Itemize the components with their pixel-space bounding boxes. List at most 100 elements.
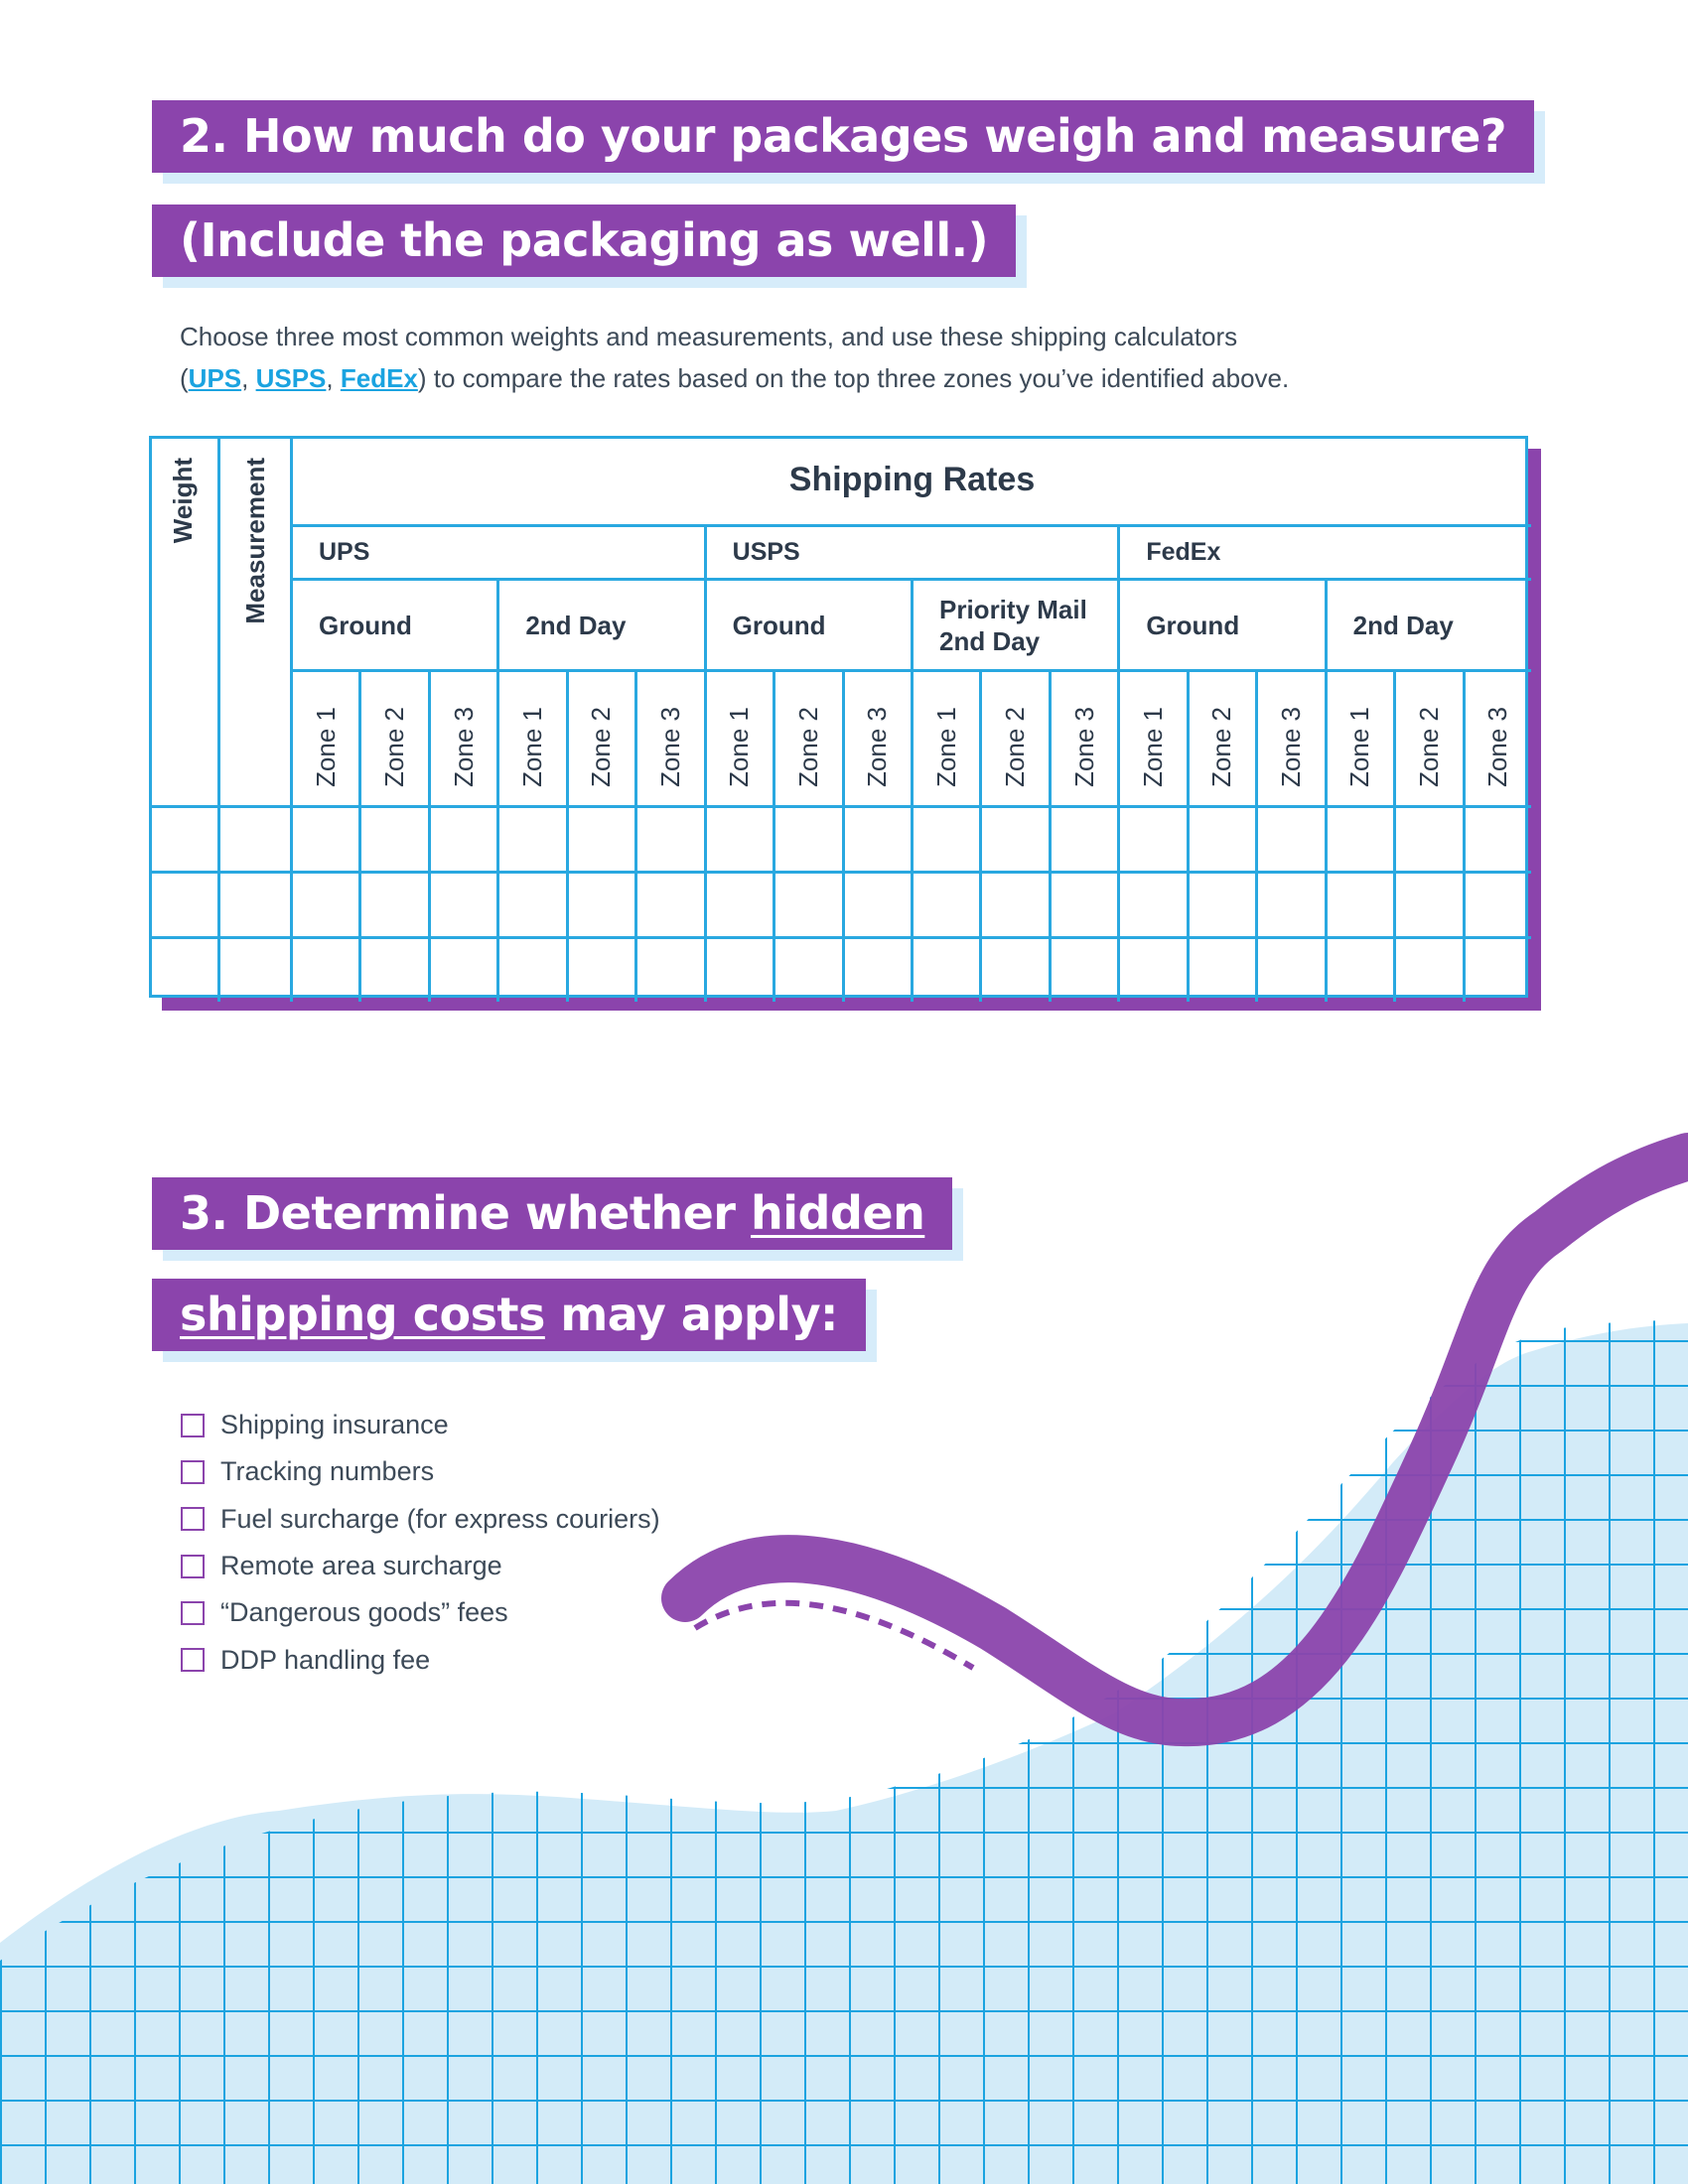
zone-header-text: Zone 2 xyxy=(586,707,617,787)
carrier-header-text: FedEx xyxy=(1146,538,1221,566)
zone-header: Zone 2 xyxy=(1393,669,1463,805)
empty-cell xyxy=(565,805,635,871)
empty-cell xyxy=(773,871,842,936)
zone-header: Zone 3 xyxy=(1048,669,1118,805)
empty-cell xyxy=(149,805,217,871)
empty-cell xyxy=(496,805,566,871)
empty-cell xyxy=(1186,936,1256,1002)
zone-header: Zone 1 xyxy=(290,669,359,805)
empty-cell xyxy=(1117,871,1187,936)
empty-cell xyxy=(217,936,290,1002)
zone-header: Zone 3 xyxy=(1462,669,1531,805)
empty-cell xyxy=(427,871,497,936)
zone-header: Zone 3 xyxy=(427,669,497,805)
text: , xyxy=(326,363,341,393)
empty-cell xyxy=(1462,936,1531,1002)
zone-header: Zone 2 xyxy=(979,669,1049,805)
checklist-item: Remote area surcharge xyxy=(181,1543,660,1589)
empty-cell xyxy=(1393,805,1463,871)
zone-header: Zone 1 xyxy=(496,669,566,805)
empty-cell xyxy=(841,871,911,936)
table-title-text: Shipping Rates xyxy=(788,461,1036,498)
checklist-text: Fuel surcharge (for express couriers) xyxy=(220,1503,660,1534)
intro-text: Choose three most common weights and mea… xyxy=(180,316,1289,399)
checkbox[interactable] xyxy=(181,1413,205,1437)
empty-cell xyxy=(1255,936,1325,1002)
service-header: Priority Mail 2nd Day xyxy=(911,578,1118,669)
empty-cell xyxy=(149,871,217,936)
zone-header-text: Zone 2 xyxy=(1000,707,1031,787)
zone-header-text: Zone 1 xyxy=(517,707,548,787)
rates-table: Weight Measurement Shipping Rates UPS Ground… xyxy=(149,436,1531,1002)
row-header: Weight xyxy=(149,436,217,805)
checklist-item: DDP handling fee xyxy=(181,1636,660,1683)
checkbox[interactable] xyxy=(181,1600,205,1625)
checkbox[interactable] xyxy=(181,1507,205,1532)
empty-cell xyxy=(634,871,704,936)
zone-header: Zone 1 xyxy=(911,669,980,805)
zone-header: Zone 3 xyxy=(1255,669,1325,805)
empty-cell xyxy=(1255,871,1325,936)
empty-cell xyxy=(979,936,1049,1002)
empty-cell xyxy=(841,805,911,871)
empty-cell xyxy=(358,936,428,1002)
intro-line: Choose three most common weights and mea… xyxy=(180,322,1238,351)
zone-header: Zone 3 xyxy=(634,669,704,805)
checklist-text: Shipping insurance xyxy=(220,1410,449,1440)
empty-cell xyxy=(1324,871,1394,936)
empty-cell xyxy=(1393,871,1463,936)
carrier-header: UPS xyxy=(290,524,704,578)
checklist-item: “Dangerous goods” fees xyxy=(181,1589,660,1636)
underlined-text: shipping costs xyxy=(180,1288,545,1341)
row-header: Measurement xyxy=(217,436,290,805)
zone-header: Zone 3 xyxy=(841,669,911,805)
row-header-text: Measurement xyxy=(239,458,270,624)
empty-cell xyxy=(979,805,1049,871)
zone-header: Zone 2 xyxy=(565,669,635,805)
empty-cell xyxy=(1255,805,1325,871)
empty-cell xyxy=(496,936,566,1002)
empty-cell xyxy=(703,871,774,936)
heading-line: 3. Determine whether hidden xyxy=(152,1177,953,1250)
zone-header-text: Zone 2 xyxy=(1206,707,1237,787)
zone-header: Zone 1 xyxy=(1324,669,1394,805)
checklist-item: Shipping insurance xyxy=(181,1402,660,1448)
zone-header-text: Zone 3 xyxy=(1482,707,1513,787)
checkbox[interactable] xyxy=(181,1554,205,1578)
checklist-text: “Dangerous goods” fees xyxy=(220,1597,508,1628)
zone-header-text: Zone 3 xyxy=(654,707,685,787)
text: may apply: xyxy=(544,1288,838,1341)
zone-header: Zone 2 xyxy=(773,669,842,805)
zone-header-text: Zone 1 xyxy=(1138,707,1169,787)
link[interactable]: USPS xyxy=(255,363,327,393)
checkbox[interactable] xyxy=(181,1648,205,1673)
service-header: 2nd Day xyxy=(496,578,704,669)
empty-cell xyxy=(1117,936,1187,1002)
empty-cell xyxy=(565,936,635,1002)
text: ) to compare the rates based on the top … xyxy=(417,363,1290,393)
empty-cell xyxy=(427,936,497,1002)
empty-cell xyxy=(496,871,566,936)
text: 3. Determine whether xyxy=(180,1186,751,1240)
empty-cell xyxy=(290,871,359,936)
zone-header-text: Zone 1 xyxy=(310,707,341,787)
underlined-text: hidden xyxy=(751,1186,925,1240)
text: ( xyxy=(180,363,189,393)
zone-header: Zone 2 xyxy=(1186,669,1256,805)
empty-cell xyxy=(634,805,704,871)
empty-cell xyxy=(703,805,774,871)
empty-cell xyxy=(358,805,428,871)
empty-cell xyxy=(1048,871,1118,936)
link[interactable]: UPS xyxy=(188,363,242,393)
empty-cell xyxy=(1324,936,1394,1002)
zone-header-text: Zone 3 xyxy=(448,707,479,787)
carrier-header-text: UPS xyxy=(319,538,370,566)
checklist-text: Remote area surcharge xyxy=(220,1551,502,1581)
checklist: Shipping insurance Tracking numbers Fuel s… xyxy=(181,1402,660,1684)
checkbox[interactable] xyxy=(181,1459,205,1484)
heading-line: shipping costs may apply: xyxy=(152,1279,866,1351)
empty-cell xyxy=(634,936,704,1002)
link[interactable]: FedEx xyxy=(340,363,418,393)
